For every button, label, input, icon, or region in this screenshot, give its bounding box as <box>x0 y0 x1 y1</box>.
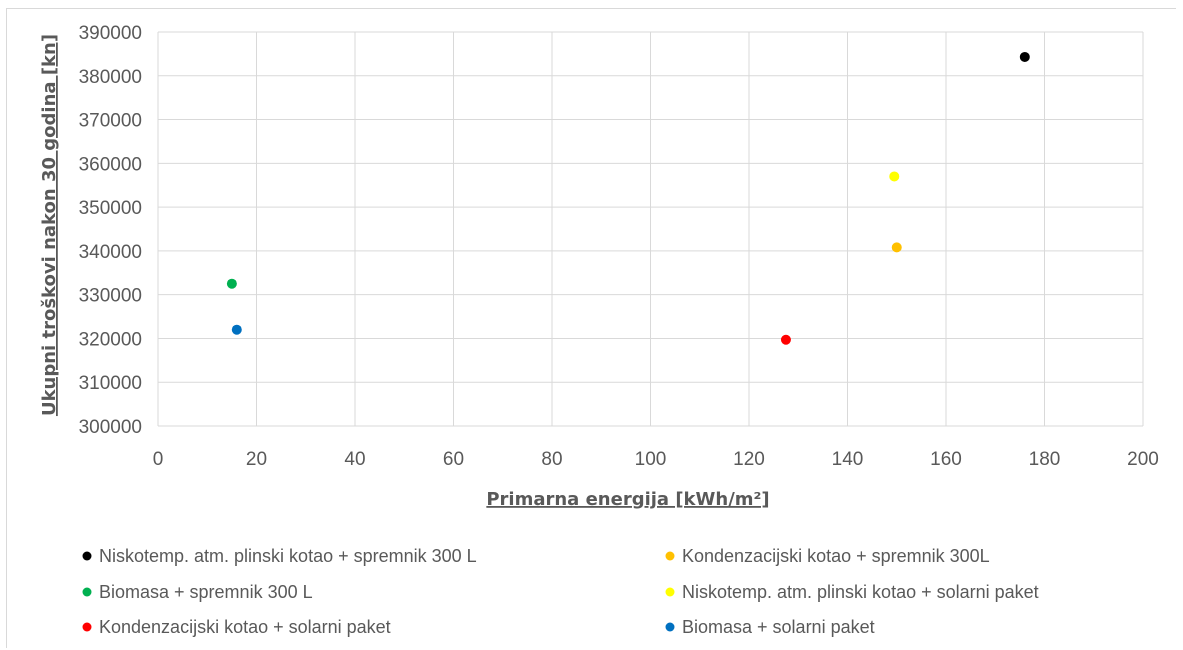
y-tick-label: 370000 <box>79 111 142 132</box>
x-tick-label: 80 <box>541 449 562 470</box>
legend-item: Kondenzacijski kotao + solarni paket <box>82 617 391 637</box>
legend-marker <box>665 551 675 561</box>
legend-marker <box>665 622 675 632</box>
legend-label: Biomasa + spremnik 300 L <box>99 582 313 602</box>
y-tick-label: 360000 <box>79 154 142 175</box>
legend-item: Biomasa + solarni paket <box>665 617 875 637</box>
y-tick-label: 340000 <box>79 242 142 263</box>
legend-label: Kondenzacijski kotao + solarni paket <box>99 617 391 637</box>
x-tick-label: 60 <box>443 449 464 470</box>
grid-lines <box>157 31 1144 427</box>
y-tick-label: 350000 <box>79 198 142 219</box>
x-tick-label: 140 <box>832 449 864 470</box>
y-tick-label: 330000 <box>79 286 142 307</box>
legend-marker <box>665 587 675 597</box>
y-tick-label: 310000 <box>79 373 142 394</box>
data-point <box>231 324 242 335</box>
data-point <box>889 171 900 182</box>
data-point <box>891 242 902 253</box>
data-point <box>1019 51 1030 62</box>
legend-item: Niskotemp. atm. plinski kotao + solarni … <box>665 582 1039 602</box>
legend: Niskotemp. atm. plinski kotao + spremnik… <box>82 546 1039 637</box>
x-tick-label: 120 <box>733 449 765 470</box>
x-tick-label: 0 <box>153 449 164 470</box>
legend-marker <box>82 551 92 561</box>
legend-label: Niskotemp. atm. plinski kotao + solarni … <box>682 582 1039 602</box>
data-points <box>226 51 1030 345</box>
data-point <box>780 334 791 345</box>
x-tick-label: 20 <box>246 449 267 470</box>
legend-marker <box>82 622 92 632</box>
x-axis-title: Primarna energija [kWh/m²] <box>486 489 769 510</box>
legend-label: Niskotemp. atm. plinski kotao + spremnik… <box>99 546 477 566</box>
y-tick-label: 300000 <box>79 417 142 438</box>
y-tick-label: 380000 <box>79 67 142 88</box>
data-point <box>226 278 237 289</box>
x-tick-label: 100 <box>635 449 667 470</box>
x-tick-label: 180 <box>1029 449 1061 470</box>
y-tick-label: 320000 <box>79 329 142 350</box>
x-tick-label: 200 <box>1127 449 1159 470</box>
x-axis-ticks: 0 20 40 60 80 100 120 140 160 180 200 <box>153 449 1159 470</box>
x-tick-label: 160 <box>930 449 962 470</box>
legend-item: Kondenzacijski kotao + spremnik 300L <box>665 546 990 566</box>
legend-item: Niskotemp. atm. plinski kotao + spremnik… <box>82 546 477 566</box>
legend-label: Biomasa + solarni paket <box>682 617 875 637</box>
y-axis-ticks: 300000 310000 320000 330000 340000 350000 3600… <box>79 23 142 438</box>
y-tick-label: 390000 <box>79 23 142 44</box>
x-tick-label: 40 <box>344 449 365 470</box>
legend-label: Kondenzacijski kotao + spremnik 300L <box>682 546 990 566</box>
legend-item: Biomasa + spremnik 300 L <box>82 582 313 602</box>
chart-frame <box>6 8 1176 648</box>
y-axis-title: Ukupni troškovi nakon 30 godina [kn] <box>39 34 60 416</box>
legend-marker <box>82 587 92 597</box>
